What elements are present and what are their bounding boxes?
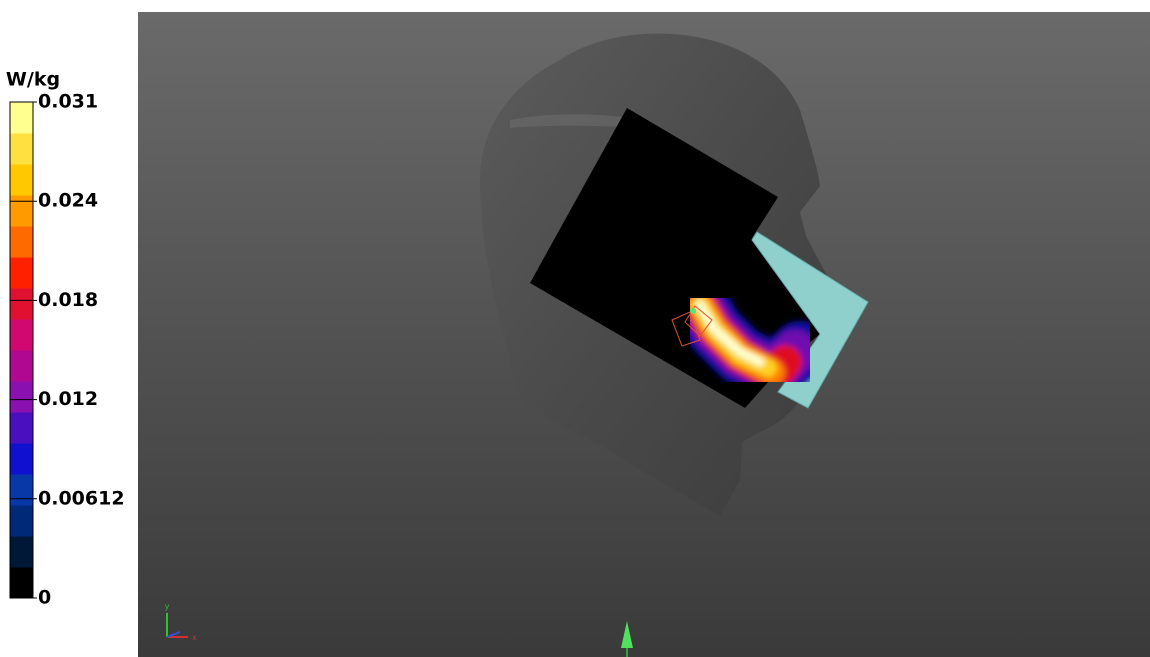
colorbar-band bbox=[10, 319, 33, 351]
colorbar-tick-label: 0.024 bbox=[38, 190, 98, 212]
colorbar-band bbox=[10, 536, 33, 568]
peak-cube bbox=[684, 305, 713, 337]
viewport: y x bbox=[138, 12, 1150, 657]
y-axis-label: y bbox=[165, 602, 170, 611]
colorbar-band bbox=[10, 350, 33, 382]
colorbar-band bbox=[10, 381, 33, 413]
colorbar-band bbox=[10, 474, 33, 506]
colorbar-band bbox=[10, 257, 33, 289]
colorbar-tick-label: 0 bbox=[38, 587, 51, 609]
colorbar-band bbox=[10, 195, 33, 227]
colorbar-tick-label: 0.00612 bbox=[38, 487, 125, 509]
colorbar-band bbox=[10, 102, 33, 134]
colorbar-tick-label: 0.012 bbox=[38, 388, 98, 410]
peak-marker bbox=[690, 308, 696, 314]
colorbar-tick-label: 0.031 bbox=[38, 91, 98, 113]
colorbar-tick-label: 0.018 bbox=[38, 289, 98, 311]
x-axis-label: x bbox=[192, 633, 197, 642]
colorbar-band bbox=[10, 164, 33, 196]
sar-distribution bbox=[671, 276, 829, 401]
source-arrow bbox=[621, 621, 633, 648]
axis-triad: y x bbox=[165, 602, 197, 642]
colorbar-band bbox=[10, 505, 33, 537]
colorbar: W/kg 0.031 0.024 0.018 0.012 0.00612 0 bbox=[6, 69, 125, 609]
colorbar-band bbox=[10, 226, 33, 258]
colorbar-band bbox=[10, 412, 33, 444]
colorbar-band bbox=[10, 288, 33, 320]
colorbar-band bbox=[10, 567, 33, 599]
head-shading bbox=[510, 114, 640, 128]
z-axis-line bbox=[166, 631, 181, 638]
colorbar-unit: W/kg bbox=[6, 69, 60, 91]
colorbar-band bbox=[10, 133, 33, 165]
peak-cube bbox=[671, 311, 701, 347]
colorbar-band bbox=[10, 443, 33, 475]
